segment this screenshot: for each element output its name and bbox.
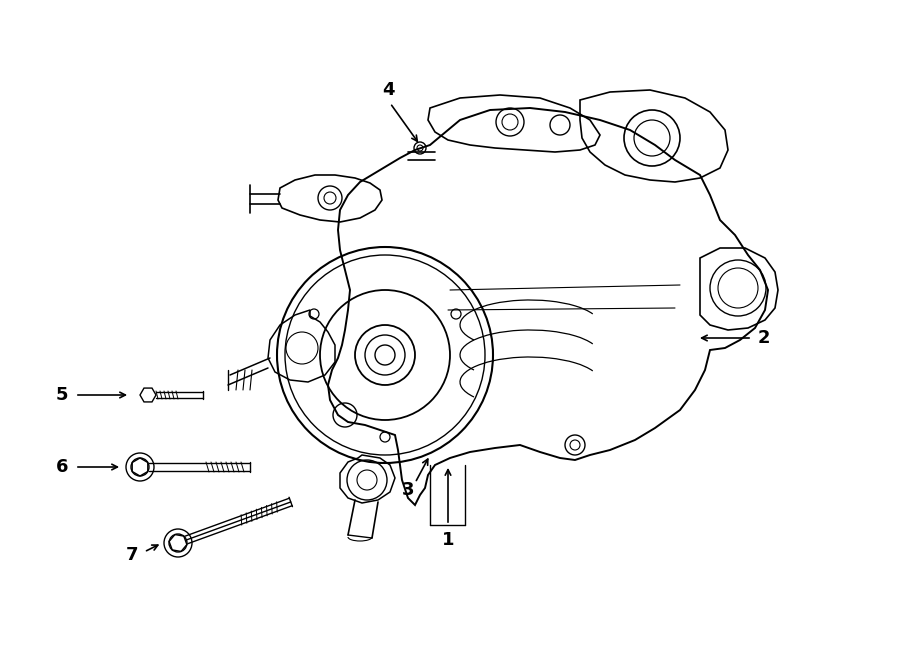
Text: 4: 4 bbox=[382, 81, 394, 99]
Text: 5: 5 bbox=[56, 386, 68, 404]
Text: 1: 1 bbox=[442, 531, 454, 549]
Text: 6: 6 bbox=[56, 458, 68, 476]
Text: 2: 2 bbox=[758, 329, 770, 347]
Text: 3: 3 bbox=[401, 481, 414, 499]
Text: 7: 7 bbox=[126, 546, 139, 564]
